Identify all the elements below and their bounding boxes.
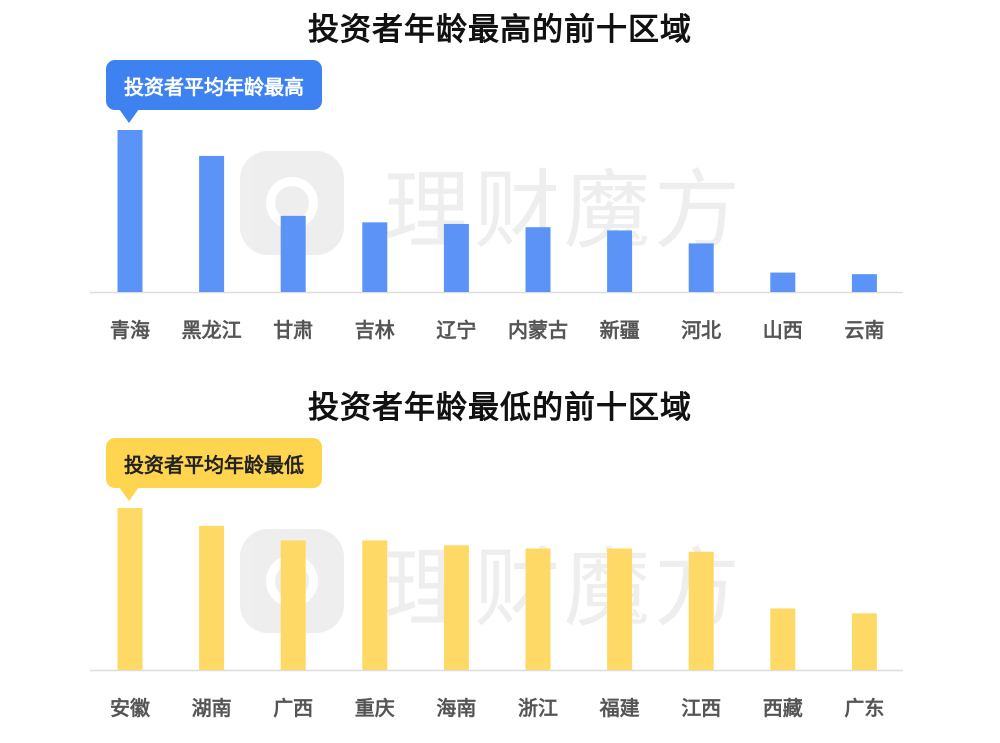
bar-8 (770, 608, 796, 670)
x-tick-label: 新疆 (600, 318, 640, 342)
bar-0 (117, 508, 143, 670)
bar-2 (280, 540, 306, 670)
bar-chart-oldest: 青海 黑龙江 甘肃 吉林 辽宁 内蒙古 新疆 河北 山西 云南 (90, 130, 903, 342)
bar-chart-youngest: 安徽 湖南 广西 重庆 海南 浙江 福建 江西 西藏 广东 (90, 508, 903, 720)
x-tick-label: 辽宁 (436, 318, 476, 342)
bar-7 (688, 551, 714, 670)
bar-9 (851, 613, 877, 670)
x-tick-label: 内蒙古 (508, 318, 568, 342)
x-tick-label: 山西 (763, 318, 803, 342)
chart-panel-youngest: 理财魔方 投资者年龄最低的前十区域 投资者平均年龄最低 安徽 湖南 广西 重庆 海南 浙江… (0, 378, 1000, 743)
bar-3 (362, 540, 388, 670)
bar-9 (851, 274, 877, 292)
x-tick-label: 安徽 (110, 696, 151, 720)
bar-5 (525, 548, 551, 670)
x-tick-label: 福建 (599, 696, 640, 720)
bar-4 (443, 545, 469, 670)
bar-3 (362, 222, 388, 292)
bar-5 (525, 227, 551, 292)
x-tick-label: 青海 (110, 318, 150, 342)
bar-0 (117, 130, 143, 292)
bar-6 (607, 230, 633, 292)
x-tick-label: 黑龙江 (182, 318, 242, 342)
bar-8 (770, 272, 796, 292)
x-tick-label: 西藏 (763, 696, 803, 720)
bar-7 (688, 243, 714, 292)
chart-callout: 投资者平均年龄最高 (106, 60, 322, 123)
x-tick-label: 吉林 (355, 318, 395, 342)
bar-1 (199, 525, 225, 670)
x-tick-label: 甘肃 (273, 318, 313, 342)
x-tick-label: 海南 (436, 696, 476, 720)
bar-1 (199, 155, 225, 292)
x-tick-label: 广东 (844, 696, 884, 720)
chart-title: 投资者年龄最低的前十区域 (308, 390, 692, 426)
x-tick-label: 重庆 (355, 696, 395, 720)
x-tick-label: 浙江 (518, 696, 558, 720)
x-tick-label: 云南 (844, 318, 884, 342)
x-tick-label: 广西 (273, 696, 313, 720)
chart-panel-oldest: 理财魔方 投资者年龄最高的前十区域 投资者平均年龄最高 青海 黑龙江 甘肃 吉林 辽宁内… (0, 0, 1000, 365)
bar-4 (443, 223, 469, 292)
chart-title: 投资者年龄最高的前十区域 (308, 12, 692, 48)
x-tick-label: 湖南 (192, 696, 232, 720)
bar-2 (280, 215, 306, 292)
chart-callout: 投资者平均年龄最低 (106, 438, 322, 501)
x-tick-label: 江西 (681, 696, 721, 720)
x-tick-label: 河北 (681, 318, 721, 342)
bar-6 (607, 548, 633, 670)
